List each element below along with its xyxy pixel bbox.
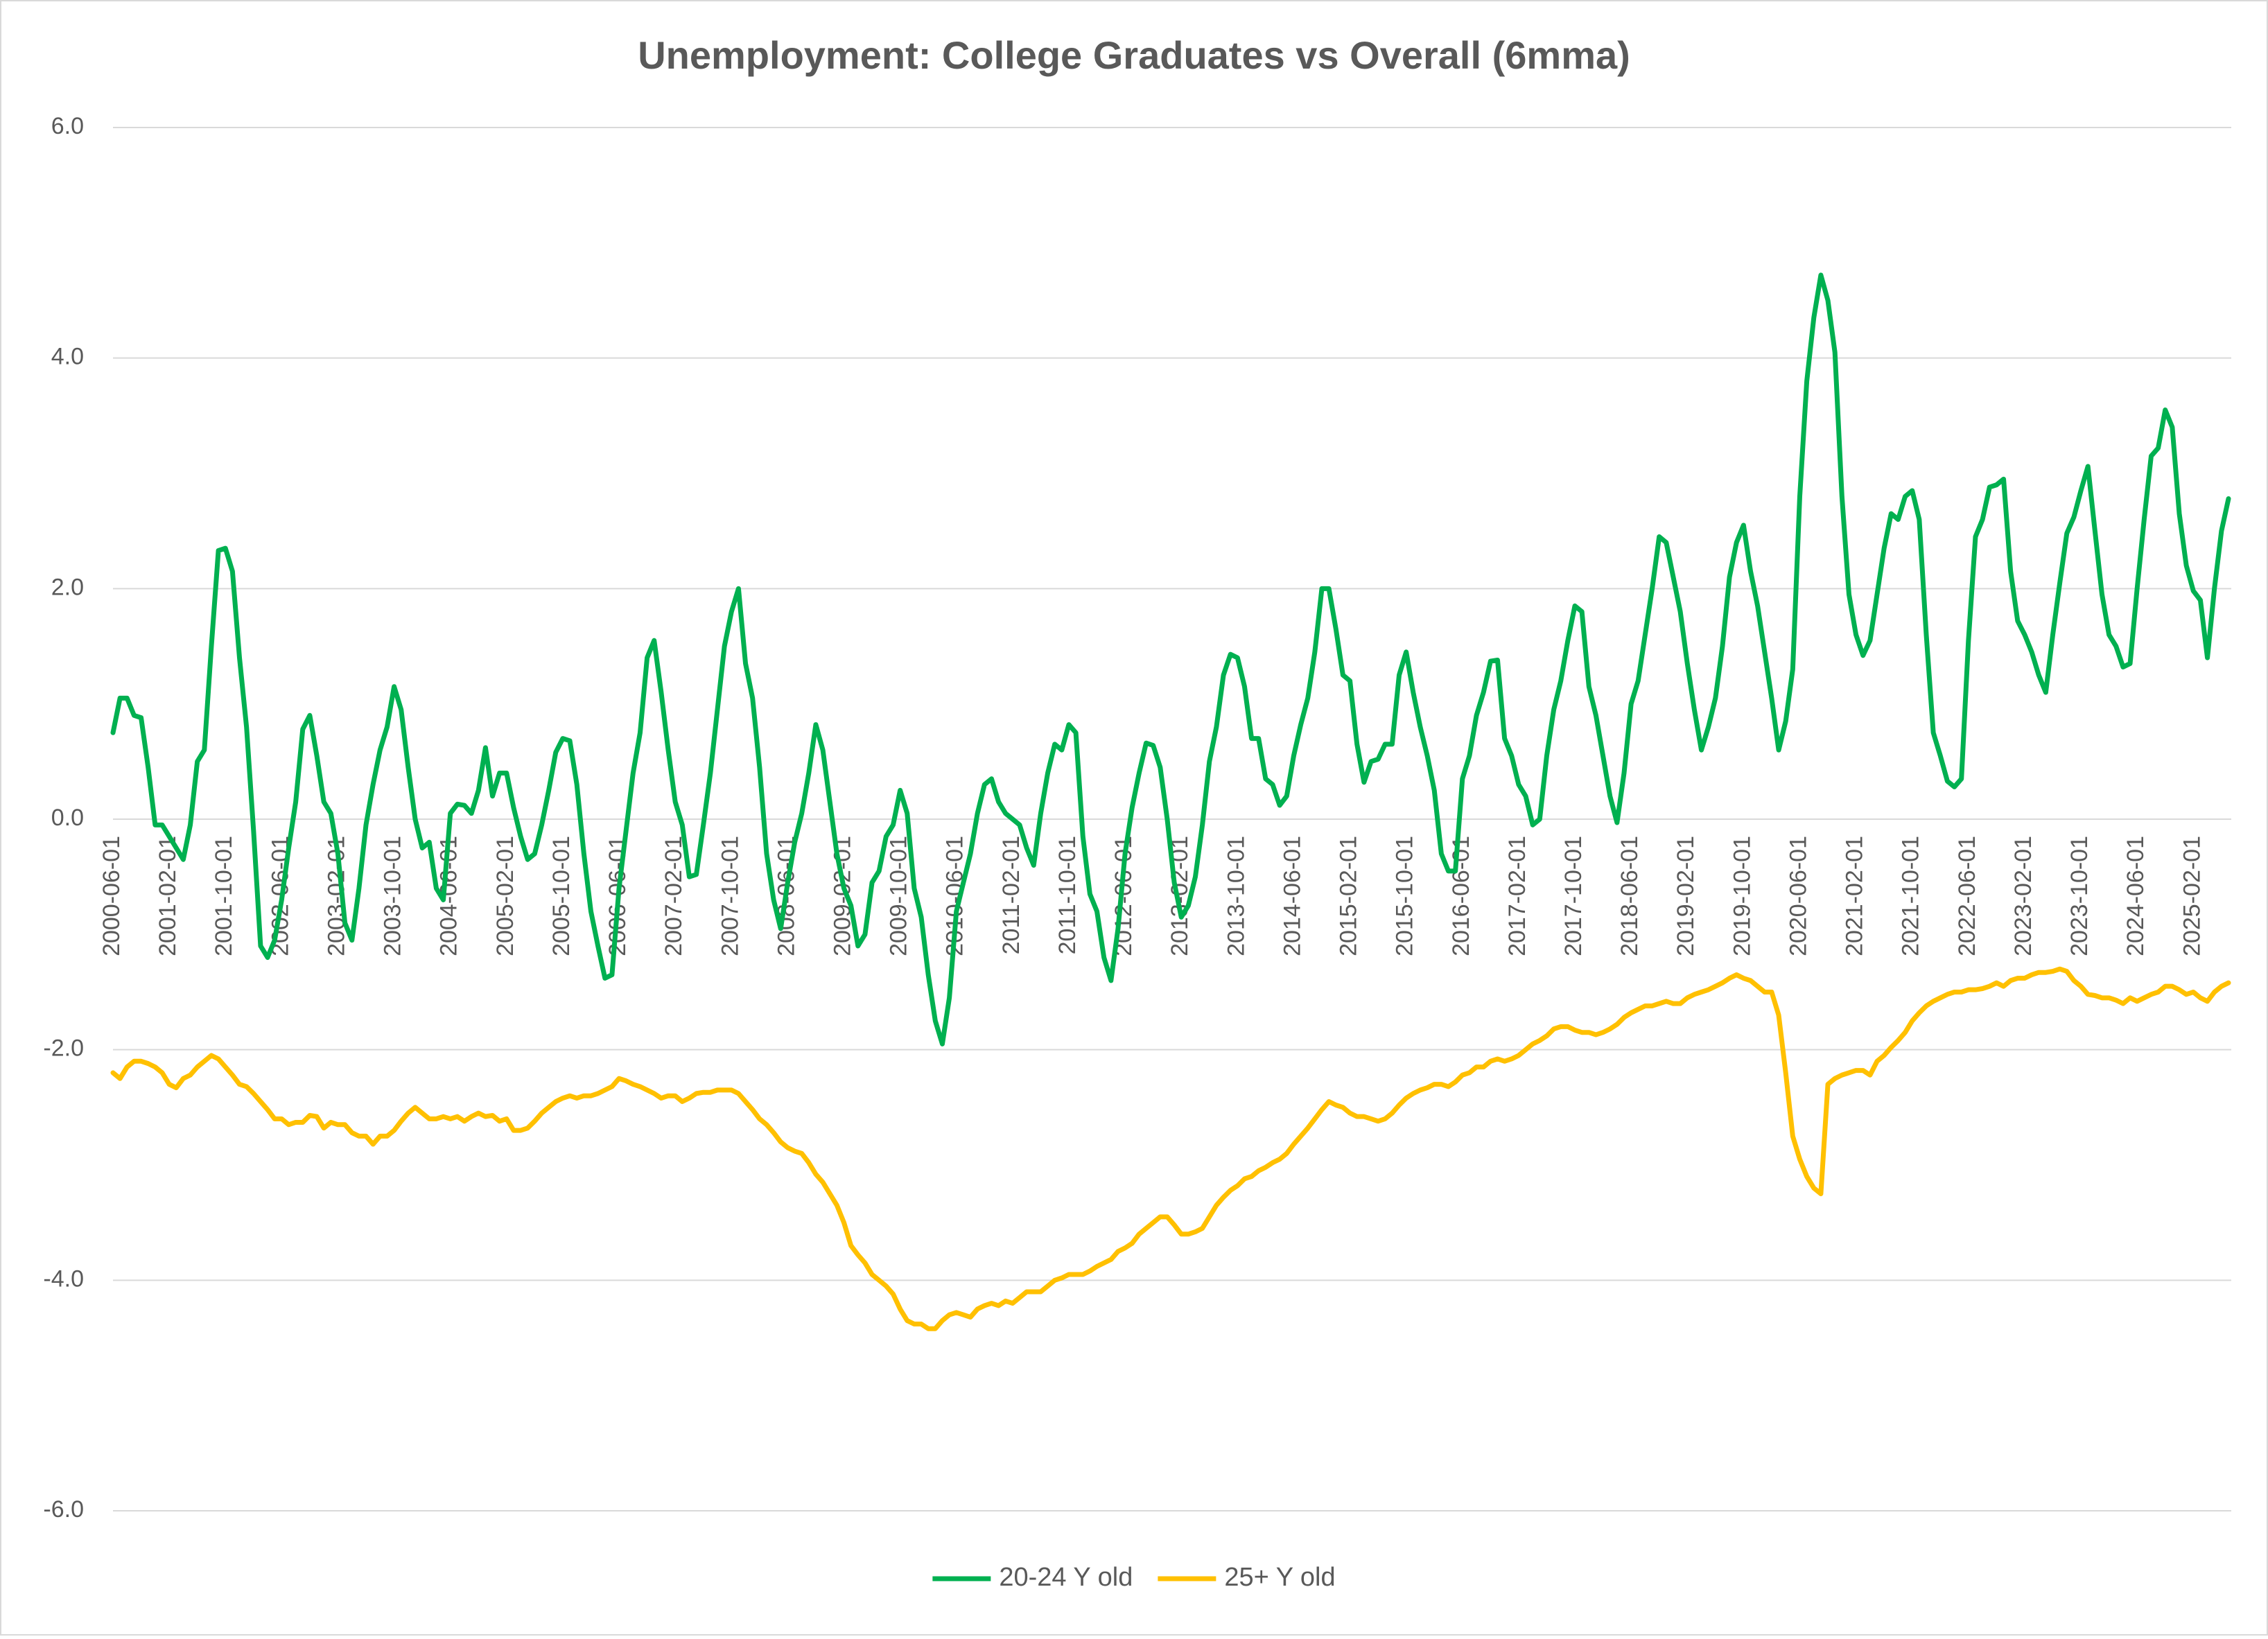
x-tick-label: 2005-02-01 xyxy=(492,836,518,956)
x-tick-label: 2001-10-01 xyxy=(211,836,237,956)
x-tick-label: 2016-06-01 xyxy=(1448,836,1474,956)
x-tick-label: 2022-06-01 xyxy=(1954,836,1980,956)
x-tick-label: 2015-02-01 xyxy=(1336,836,1362,956)
y-tick-label: 2.0 xyxy=(51,574,84,600)
x-tick-label: 2024-06-01 xyxy=(2122,836,2149,956)
x-tick-label: 2011-02-01 xyxy=(998,836,1024,954)
x-tick-label: 2011-10-01 xyxy=(1054,836,1081,954)
y-tick-label: 0.0 xyxy=(51,805,84,831)
legend-item: 20-24 Y old xyxy=(932,1563,1133,1592)
x-tick-label: 2019-02-01 xyxy=(1673,836,1699,956)
x-tick-label: 2007-10-01 xyxy=(717,836,743,956)
legend-item: 25+ Y old xyxy=(1158,1563,1336,1592)
y-tick-label: -4.0 xyxy=(43,1265,84,1292)
legend-label: 20-24 Y old xyxy=(999,1563,1133,1592)
y-tick-label: -6.0 xyxy=(43,1496,84,1523)
chart-title: Unemployment: College Graduates vs Overa… xyxy=(638,33,1630,77)
y-tick-label: 4.0 xyxy=(51,344,84,370)
x-tick-label: 2013-10-01 xyxy=(1223,836,1249,956)
series-line xyxy=(110,966,2231,1331)
plot-lines xyxy=(110,272,2231,1331)
x-tick-label: 2023-10-01 xyxy=(2066,836,2093,956)
x-tick-label: 2001-02-01 xyxy=(155,836,181,956)
x-tick-label: 2023-02-01 xyxy=(2010,836,2036,956)
x-axis-labels: 2000-06-01 2001-02-01 2001-10-01 2002-06-01… xyxy=(98,836,2205,956)
grid: -6.0 -4.0 -2.0 0.0 2.0 4.0 6.0 xyxy=(43,113,2231,1523)
x-tick-label: 2017-10-01 xyxy=(1560,836,1587,956)
x-tick-label: 2003-10-01 xyxy=(380,836,406,956)
x-tick-label: 2018-06-01 xyxy=(1616,836,1643,956)
x-tick-label: 2021-10-01 xyxy=(1898,836,1924,956)
x-tick-label: 2015-10-01 xyxy=(1392,836,1418,956)
x-tick-label: 2025-02-01 xyxy=(2179,836,2205,956)
series-line xyxy=(110,272,2231,1046)
x-tick-label: 2009-02-01 xyxy=(829,836,855,956)
y-tick-label: -2.0 xyxy=(43,1035,84,1062)
legend-label: 25+ Y old xyxy=(1224,1563,1335,1592)
y-tick-label: 6.0 xyxy=(51,113,84,139)
x-tick-label: 2014-06-01 xyxy=(1279,836,1305,956)
x-tick-label: 2009-10-01 xyxy=(886,836,912,956)
x-tick-label: 2020-06-01 xyxy=(1785,836,1811,956)
legend: 20-24 Y old 25+ Y old xyxy=(932,1563,1336,1592)
x-tick-label: 2000-06-01 xyxy=(98,836,125,956)
x-tick-label: 2007-02-01 xyxy=(661,836,687,956)
x-tick-label: 2017-02-01 xyxy=(1504,836,1530,956)
x-tick-label: 2005-10-01 xyxy=(548,836,575,956)
x-tick-label: 2019-10-01 xyxy=(1729,836,1755,956)
x-tick-label: 2021-02-01 xyxy=(1842,836,1868,956)
